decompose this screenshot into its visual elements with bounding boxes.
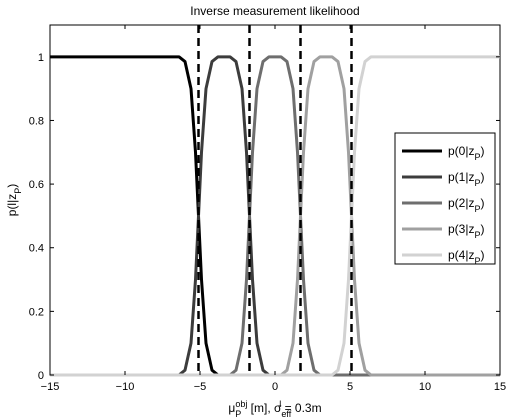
series-line-1 bbox=[50, 55, 500, 377]
x-tick-label: −5 bbox=[194, 381, 207, 393]
legend-label-0: p(0|zP) bbox=[448, 144, 484, 162]
series-lines bbox=[50, 55, 500, 377]
x-tick-label: −15 bbox=[41, 381, 60, 393]
x-tick-label: 5 bbox=[347, 381, 353, 393]
y-axis-label: p(l|zP) bbox=[5, 184, 23, 216]
legend: p(0|zP) p(1|zP) p(2|zP) p(3|zP) p(4|zP) bbox=[394, 132, 496, 266]
y-tick-label: 0 bbox=[38, 370, 44, 382]
series-line-4 bbox=[50, 55, 500, 377]
legend-label-2: p(2|zP) bbox=[448, 196, 484, 214]
series-line-2 bbox=[50, 55, 500, 377]
chart-title: Inverse measurement likelihood bbox=[190, 4, 359, 18]
legend-label-4: p(4|zP) bbox=[448, 248, 484, 266]
x-tick-label: 15 bbox=[494, 381, 506, 393]
x-tick-label: −10 bbox=[116, 381, 135, 393]
y-tick-label: 0.2 bbox=[29, 306, 44, 318]
x-tick-label: 10 bbox=[419, 381, 431, 393]
y-tick-label: 0.4 bbox=[29, 243, 44, 255]
axis-ticks: −15 −10 −5 0 5 10 15 0 0.2 0.4 0.6 0.8 1 bbox=[29, 25, 506, 393]
y-tick-label: 0.8 bbox=[29, 115, 44, 127]
series-line-3 bbox=[50, 55, 500, 377]
legend-box bbox=[394, 132, 496, 265]
y-tick-label: 1 bbox=[38, 52, 44, 64]
legend-label-3: p(3|zP) bbox=[448, 222, 484, 240]
y-tick-label: 0.6 bbox=[29, 179, 44, 191]
x-axis-label: μPobj [m], σeffl = 0.3m bbox=[228, 399, 321, 419]
legend-label-1: p(1|zP) bbox=[448, 170, 484, 188]
boundary-lines bbox=[197, 25, 353, 375]
x-tick-label: 0 bbox=[272, 381, 278, 393]
